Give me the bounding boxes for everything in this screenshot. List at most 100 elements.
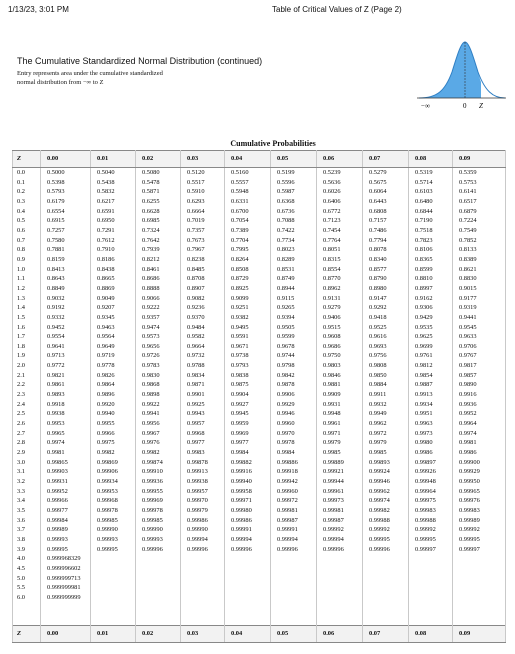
- value-cell: 0.8869: [90, 283, 136, 294]
- value-cell: 0.6368: [270, 196, 317, 207]
- value-cell: [270, 563, 317, 574]
- value-cell: 0.9956: [135, 419, 181, 429]
- value-cell: 0.7518: [408, 225, 453, 236]
- value-cell: 0.9738: [224, 351, 271, 362]
- value-cell: 0.999999713: [40, 573, 91, 584]
- column-footer: Z: [12, 624, 41, 643]
- value-cell: 0.99996: [362, 544, 409, 555]
- column-footer: 0.00: [40, 624, 91, 643]
- table-row: 0.9 0.8159 0.8186 0.8212 0.8238 0.8264 0.8289 0…: [12, 254, 507, 265]
- value-cell: 0.7764: [316, 235, 363, 246]
- value-cell: 0.99993: [40, 534, 91, 545]
- value-cell: 0.9961: [316, 419, 363, 429]
- value-cell: 0.9977: [224, 438, 271, 449]
- value-cell: 0.5636: [316, 177, 363, 188]
- value-cell: 0.8133: [451, 245, 507, 255]
- table-row: 2.7 0.9965 0.9966 0.9967 0.9968 0.9969 0.9970 0…: [12, 428, 507, 439]
- table-row: 1.8 0.9641 0.9649 0.9656 0.9664 0.9671 0.9678 0…: [12, 341, 507, 352]
- value-cell: 0.8810: [408, 274, 453, 284]
- value-cell: 0.6064: [362, 187, 409, 197]
- value-cell: [270, 573, 317, 584]
- value-cell: 0.7054: [224, 216, 271, 226]
- column-footer: 0.02: [135, 624, 181, 643]
- value-cell: 0.8643: [40, 274, 91, 284]
- value-cell: 0.6808: [362, 206, 409, 217]
- value-cell: 0.7422: [270, 225, 317, 236]
- value-cell: 0.99990: [90, 525, 136, 535]
- value-cell: 0.99981: [316, 505, 363, 516]
- value-cell: 0.99962: [362, 486, 409, 497]
- value-cell: 0.5398: [40, 177, 91, 188]
- value-cell: 0.9974: [40, 438, 91, 449]
- z-cell: 1.3: [12, 293, 41, 304]
- value-cell: 0.5120: [180, 167, 225, 178]
- value-cell: 0.5832: [90, 187, 136, 197]
- value-cell: 0.9983: [180, 448, 225, 458]
- value-cell: 0.5080: [135, 167, 181, 178]
- z-cell: 2.1: [12, 370, 41, 381]
- blank: [316, 602, 363, 626]
- value-cell: 0.9854: [408, 370, 453, 381]
- value-cell: 0.7910: [90, 245, 136, 255]
- value-cell: 0.99997: [408, 544, 453, 555]
- value-cell: 0.99900: [451, 457, 507, 468]
- value-cell: 0.99903: [40, 467, 91, 477]
- z-cell: 0.5: [12, 216, 41, 226]
- value-cell: [408, 583, 453, 593]
- value-cell: [408, 563, 453, 574]
- value-cell: 0.99992: [451, 525, 507, 535]
- value-cell: 0.5753: [451, 177, 507, 188]
- value-cell: 0.9207: [90, 303, 136, 313]
- blank: [90, 602, 136, 626]
- value-cell: 0.99952: [40, 486, 91, 497]
- value-cell: 0.9582: [180, 332, 225, 342]
- value-cell: [408, 573, 453, 584]
- value-cell: 0.5675: [362, 177, 409, 188]
- value-cell: 0.9641: [40, 341, 91, 352]
- value-cell: 0.9918: [40, 399, 91, 410]
- value-cell: 0.9798: [270, 361, 317, 371]
- z-cell: 1.5: [12, 312, 41, 323]
- value-cell: 0.9706: [451, 341, 507, 352]
- z-cell: 1.4: [12, 303, 41, 313]
- value-cell: 0.99988: [362, 515, 409, 526]
- value-cell: 0.8485: [180, 264, 225, 275]
- value-cell: 0.999996602: [40, 563, 91, 574]
- value-cell: 0.9608: [316, 332, 363, 342]
- value-cell: 0.8340: [362, 254, 409, 265]
- z-label: Z: [479, 102, 483, 110]
- value-cell: 0.7995: [224, 245, 271, 255]
- value-cell: 0.99865: [40, 457, 91, 468]
- value-cell: 0.9732: [180, 351, 225, 362]
- value-cell: 0.9941: [135, 409, 181, 420]
- value-cell: 0.8849: [40, 283, 91, 294]
- value-cell: [451, 592, 507, 603]
- value-cell: 0.999999999: [40, 592, 91, 603]
- value-cell: 0.6331: [224, 196, 271, 207]
- table-row: 2.1 0.9821 0.9826 0.9830 0.9834 0.9838 0.9842 0…: [12, 370, 507, 381]
- value-cell: 0.6700: [224, 206, 271, 217]
- z-cell: 4.5: [12, 563, 41, 574]
- value-cell: 0.9319: [451, 303, 507, 313]
- value-cell: 0.99980: [224, 505, 271, 516]
- table-row: 1.0 0.8413 0.8438 0.8461 0.8485 0.8508 0.8531 0…: [12, 264, 507, 275]
- table-row: 0.5 0.6915 0.6950 0.6985 0.7019 0.7054 0.7088 0…: [12, 216, 507, 226]
- value-cell: 0.9599: [270, 332, 317, 342]
- value-cell: 0.9463: [90, 322, 136, 333]
- value-cell: 0.99986: [224, 515, 271, 526]
- table-row: 3.4 0.99966 0.99968 0.99969 0.99970 0.99971 0.…: [12, 496, 507, 506]
- value-cell: 0.99946: [362, 477, 409, 487]
- value-cell: [316, 554, 363, 564]
- value-cell: 0.9864: [90, 380, 136, 391]
- value-cell: 0.5478: [135, 177, 181, 188]
- value-cell: 0.9699: [408, 341, 453, 352]
- value-cell: 0.9875: [224, 380, 271, 391]
- column-footer: 0.07: [362, 624, 409, 643]
- blank: [12, 602, 41, 626]
- value-cell: 0.99996: [316, 544, 363, 555]
- value-cell: 0.9664: [180, 341, 225, 352]
- table-row: 3.1 0.99903 0.99906 0.99910 0.99913 0.99916 0.…: [12, 467, 507, 477]
- table-row: 1.1 0.8643 0.8665 0.8686 0.8708 0.8729 0.8749 0…: [12, 274, 507, 284]
- value-cell: [90, 583, 136, 593]
- value-cell: 0.6443: [362, 196, 409, 207]
